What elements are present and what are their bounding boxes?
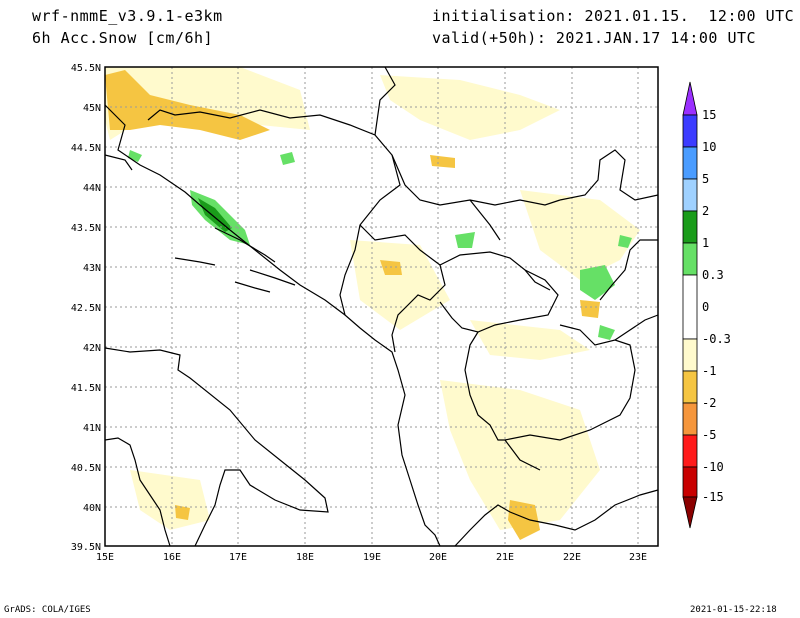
colorbar-swatch: [682, 210, 698, 244]
colorbar: [682, 81, 698, 529]
lon-label: 19E: [363, 552, 381, 563]
colorbar-label: -1: [702, 364, 716, 378]
lon-label: 16E: [163, 552, 181, 563]
lat-label: 41.5N: [71, 383, 101, 394]
longitude-axis: 15E 16E 17E 18E 19E 20E 21E 22E 23E: [96, 552, 647, 563]
lon-label: 18E: [296, 552, 314, 563]
model-title: wrf-nmmE_v3.9.1-e3km: [32, 7, 223, 25]
colorbar-swatch: [682, 370, 698, 404]
lat-label: 39.5N: [71, 542, 101, 553]
colorbar-label: 1: [702, 236, 709, 250]
lon-label: 21E: [496, 552, 514, 563]
lon-label: 23E: [629, 552, 647, 563]
colorbar-swatch: [682, 402, 698, 436]
colorbar-swatch: [682, 434, 698, 468]
lat-label: 43N: [83, 263, 101, 274]
colorbar-swatch: [682, 338, 698, 372]
lon-label: 22E: [563, 552, 581, 563]
init-time: initialisation: 2021.01.15. 12:00 UTC: [432, 7, 795, 25]
colorbar-swatch: [682, 178, 698, 212]
lat-label: 43.5N: [71, 223, 101, 234]
map-frame: [104, 66, 659, 547]
colorbar-swatch: [682, 466, 698, 498]
lat-label: 44.5N: [71, 143, 101, 154]
colorbar-swatch: [682, 146, 698, 180]
colorbar-label: 5: [702, 172, 709, 186]
colorbar-swatch: [682, 114, 698, 148]
colorbar-label: -0.3: [702, 332, 731, 346]
colorbar-label: 15: [702, 108, 716, 122]
lat-label: 42.5N: [71, 303, 101, 314]
colorbar-swatch: [682, 274, 698, 340]
colorbar-label: -5: [702, 428, 716, 442]
latitude-axis: 45.5N 45N 44.5N 44N 43.5N 43N 42.5N 42N …: [71, 63, 101, 553]
lat-label: 42N: [83, 343, 101, 354]
lon-label: 15E: [96, 552, 114, 563]
field-title: 6h Acc.Snow [cm/6h]: [32, 29, 214, 47]
colorbar-swatch: [682, 242, 698, 276]
lon-label: 20E: [429, 552, 447, 563]
footer-credit: GrADS: COLA/IGES: [4, 605, 91, 615]
lat-label: 41N: [83, 423, 101, 434]
footer-timestamp: 2021-01-15-22:18: [690, 605, 777, 615]
lat-label: 44N: [83, 183, 101, 194]
colorbar-label: 0: [702, 300, 709, 314]
colorbar-label: 10: [702, 140, 716, 154]
colorbar-top-arrow: [682, 81, 698, 116]
colorbar-label: 2: [702, 204, 709, 218]
lon-label: 17E: [229, 552, 247, 563]
snow-field-layer: [105, 67, 640, 540]
colorbar-labels: 15 10 5 2 1 0.3 0 -0.3 -1 -2 -5 -10 -15: [702, 108, 731, 504]
lat-label: 45.5N: [71, 63, 101, 74]
colorbar-label: -2: [702, 396, 716, 410]
country-borders: [147, 66, 659, 471]
colorbar-label: -10: [702, 460, 724, 474]
colorbar-label: 0.3: [702, 268, 724, 282]
colorbar-bottom-arrow: [682, 496, 698, 529]
lat-label: 40N: [83, 503, 101, 514]
lat-label: 40.5N: [71, 463, 101, 474]
lat-label: 45N: [83, 103, 101, 114]
colorbar-label: -15: [702, 490, 724, 504]
valid-time: valid(+50h): 2021.JAN.17 14:00 UTC: [432, 29, 757, 47]
grid-lines: [105, 67, 658, 546]
